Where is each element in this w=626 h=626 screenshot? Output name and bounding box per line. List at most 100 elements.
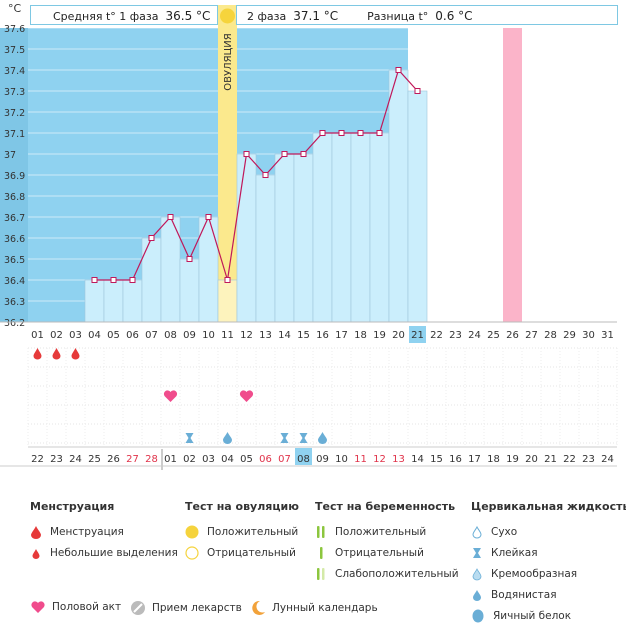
double-line-icon xyxy=(317,525,325,538)
temperature-bar xyxy=(236,153,257,323)
temperature-bar xyxy=(331,132,352,323)
y-tick-label: 37.6 xyxy=(4,24,25,35)
ovulation-label: ОВУЛЯЦИЯ xyxy=(223,33,234,91)
legend-intercourse: Половой акт xyxy=(30,600,121,614)
legend-label: Сухо xyxy=(491,525,518,538)
cycle-day-label: 25 xyxy=(487,330,500,341)
sticky-icon xyxy=(473,547,481,558)
temperature-point xyxy=(205,214,212,220)
cycle-day-label: 10 xyxy=(202,330,215,341)
date-label: 28 xyxy=(145,454,158,465)
cycle-day-label: 31 xyxy=(601,330,614,341)
y-tick-label: 37.4 xyxy=(4,66,25,77)
cycle-day-label: 13 xyxy=(259,330,272,341)
temperature-point xyxy=(262,172,269,178)
y-tick-label: 37.5 xyxy=(4,45,25,56)
cycle-day-label: 14 xyxy=(278,330,291,341)
temperature-bar xyxy=(255,174,276,323)
legend-item: Менструация xyxy=(30,521,178,542)
legend-item: Отрицательный xyxy=(185,542,299,563)
date-label: 20 xyxy=(525,454,538,465)
highlight-column xyxy=(503,28,522,322)
unit-label: °C xyxy=(8,2,22,15)
date-label: 15 xyxy=(430,454,443,465)
date-label: 19 xyxy=(506,454,519,465)
phase1-value: 36.5 °C xyxy=(165,9,211,23)
sticky-icon xyxy=(185,433,194,443)
y-tick-label: 37.1 xyxy=(4,129,25,140)
blood-drop-icon xyxy=(31,525,41,539)
legend-menstruation: Менструация Менструация Небольшие выделе… xyxy=(30,500,178,563)
menstruation-drop-icon xyxy=(33,348,42,360)
legend-label: Лунный календарь xyxy=(272,602,378,614)
temperature-point xyxy=(91,277,98,283)
cycle-day-label: 29 xyxy=(563,330,576,341)
cycle-day-label: 12 xyxy=(240,330,253,341)
dry-drop-icon xyxy=(472,525,482,538)
phase2-label: 2 фаза xyxy=(247,10,287,23)
cycle-day-label: 18 xyxy=(354,330,367,341)
temperature-line xyxy=(94,68,418,281)
legend-ovulation-test: Тест на овуляцию Положительный Отрицател… xyxy=(185,500,299,563)
cycle-day-label: 06 xyxy=(126,330,139,341)
temperature-point xyxy=(110,277,117,283)
legend-label: Половой акт xyxy=(52,601,122,613)
temperature-point xyxy=(414,88,421,94)
small-drop-icon xyxy=(32,548,40,559)
ovulation-sun-icon xyxy=(220,8,235,24)
temperature-bar xyxy=(84,279,105,323)
legend-label: Отрицательный xyxy=(207,546,296,559)
bbt-chart: ОВУЛЯЦИЯ 12 13 14 15 16 17 18 19 20 15 37.6 37.5 37.4… xyxy=(0,2,618,481)
temperature-bar xyxy=(141,237,162,323)
temperature-point xyxy=(243,151,250,157)
watery-drop-icon xyxy=(473,589,481,601)
legend-label: Кремообразная xyxy=(491,567,578,580)
current-day-box xyxy=(409,326,426,343)
temperature-bar xyxy=(369,132,390,323)
date-label: 18 xyxy=(487,454,500,465)
date-label: 26 xyxy=(107,454,120,465)
date-label: 12 xyxy=(373,454,386,465)
date-label: 04 xyxy=(221,454,234,465)
faint-line-icon xyxy=(317,567,325,580)
legend-cervical-title: Цервикальная жидкость xyxy=(471,500,626,513)
legend-cervical: Цервикальная жидкость Сухо Клейкая Кремо… xyxy=(471,500,626,626)
y-tick-label: 36.8 xyxy=(4,192,25,203)
date-label: 21 xyxy=(544,454,557,465)
legend-item: Положительный xyxy=(315,521,459,542)
cycle-day-label: 24 xyxy=(468,330,481,341)
temperature-point xyxy=(338,130,345,136)
current-date-box xyxy=(295,448,312,465)
cycle-day-label: 15 xyxy=(297,330,310,341)
temperature-bar xyxy=(407,90,428,323)
diff-value: 0.6 °C xyxy=(435,9,473,23)
temperature-point xyxy=(129,277,136,283)
temperature-bar xyxy=(274,153,295,323)
heart-icon xyxy=(163,390,178,402)
legend-ovulation-title: Тест на овуляцию xyxy=(185,500,299,513)
y-tick-label: 36.7 xyxy=(4,213,25,224)
heart-icon xyxy=(239,390,254,402)
y-tick-label: 36.6 xyxy=(4,234,25,245)
pill-icon xyxy=(131,601,145,615)
temperature-point xyxy=(376,130,383,136)
cycle-day-label: 07 xyxy=(145,330,158,341)
cycle-day-label: 01 xyxy=(31,330,44,341)
legend-item: Сухо xyxy=(471,521,626,542)
legend-item: Положительный xyxy=(185,521,299,542)
date-label: 06 xyxy=(259,454,272,465)
date-label: 01 xyxy=(164,454,177,465)
y-tick-label: 36.9 xyxy=(4,171,25,182)
date-label: 24 xyxy=(69,454,82,465)
temperature-bar xyxy=(388,69,409,323)
menstruation-drop-icon xyxy=(52,348,61,360)
watery-drop-icon xyxy=(318,432,327,444)
legend-moon: Лунный календарь xyxy=(250,600,378,616)
temperature-point xyxy=(224,277,231,283)
single-line-icon xyxy=(320,546,323,559)
date-label: 16 xyxy=(449,454,462,465)
y-tick-label: 36.5 xyxy=(4,255,25,266)
legend-label: Менструация xyxy=(50,525,124,538)
ovulation-column xyxy=(218,5,237,322)
chart-canvas: ОВУЛЯЦИЯ 12 13 14 15 16 17 18 19 20 15 37.6 37.5 37.4… xyxy=(0,2,618,481)
